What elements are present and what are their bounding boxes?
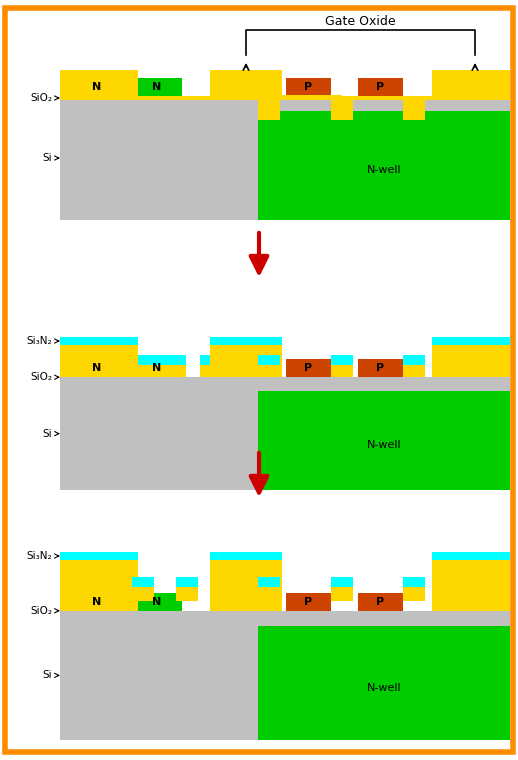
Text: Si: Si (42, 670, 59, 680)
Bar (60, 611, 510, 740)
Bar (258, 366, 280, 377)
Bar (60, 552, 138, 560)
Bar (60, 560, 138, 611)
Bar (258, 391, 510, 490)
Bar (132, 577, 154, 587)
Bar (286, 359, 331, 377)
Bar (60, 96, 510, 100)
Bar (60, 337, 138, 345)
Bar (210, 560, 282, 611)
Text: N-well: N-well (367, 683, 401, 693)
Bar (132, 359, 182, 377)
Bar (210, 337, 282, 345)
Bar (176, 587, 198, 600)
Text: P: P (305, 82, 312, 92)
Text: P: P (377, 363, 384, 373)
Bar (286, 593, 331, 611)
Bar (403, 96, 425, 120)
Bar (258, 96, 280, 120)
Text: Si: Si (42, 153, 59, 163)
Bar (176, 577, 198, 587)
Bar (138, 96, 190, 100)
Bar (138, 355, 186, 366)
Bar (60, 377, 510, 490)
Bar (331, 587, 353, 600)
Bar (200, 355, 225, 366)
Text: SiO₂: SiO₂ (30, 372, 59, 382)
Bar (258, 577, 280, 587)
Text: N-well: N-well (367, 166, 401, 176)
Bar (403, 577, 425, 587)
Text: SiO₂: SiO₂ (30, 606, 59, 616)
Text: P: P (377, 82, 384, 92)
Text: N-well: N-well (367, 440, 401, 451)
Text: N: N (152, 82, 162, 92)
Bar (132, 593, 182, 611)
Bar (331, 96, 353, 120)
Text: Gate Oxide: Gate Oxide (325, 15, 396, 28)
Bar (138, 366, 186, 377)
Bar (432, 70, 510, 96)
Text: N: N (92, 363, 102, 373)
Bar (403, 355, 425, 366)
Bar (358, 78, 403, 96)
Bar (258, 626, 510, 740)
Bar (72, 593, 122, 611)
Bar (60, 70, 138, 96)
Bar (258, 355, 280, 366)
Bar (331, 355, 353, 366)
Bar (331, 577, 353, 587)
Text: SiO₂: SiO₂ (30, 93, 59, 103)
Bar (72, 359, 122, 377)
Text: Si₃N₂: Si₃N₂ (26, 551, 59, 561)
Bar (432, 345, 510, 377)
Text: P: P (305, 363, 312, 373)
Text: N: N (152, 597, 162, 606)
Text: Si₃N₂: Si₃N₂ (26, 336, 59, 346)
Bar (358, 593, 403, 611)
Bar (60, 96, 510, 220)
Bar (200, 366, 225, 377)
Bar (331, 366, 353, 377)
Text: Si: Si (42, 429, 59, 439)
Bar (432, 552, 510, 560)
Bar (282, 95, 342, 96)
Bar (132, 587, 154, 600)
Bar (72, 78, 122, 96)
Bar (132, 78, 182, 96)
Text: N: N (92, 82, 102, 92)
Bar (60, 345, 138, 377)
Bar (210, 70, 282, 96)
Bar (432, 337, 510, 345)
Bar (358, 359, 403, 377)
Bar (432, 560, 510, 611)
Bar (286, 78, 331, 96)
Bar (210, 552, 282, 560)
Bar (403, 366, 425, 377)
Text: P: P (377, 597, 384, 606)
Text: P: P (305, 597, 312, 606)
Text: N: N (152, 363, 162, 373)
Bar (258, 587, 280, 600)
Bar (210, 345, 282, 377)
Bar (403, 587, 425, 600)
Bar (258, 111, 510, 220)
Text: N: N (92, 597, 102, 606)
